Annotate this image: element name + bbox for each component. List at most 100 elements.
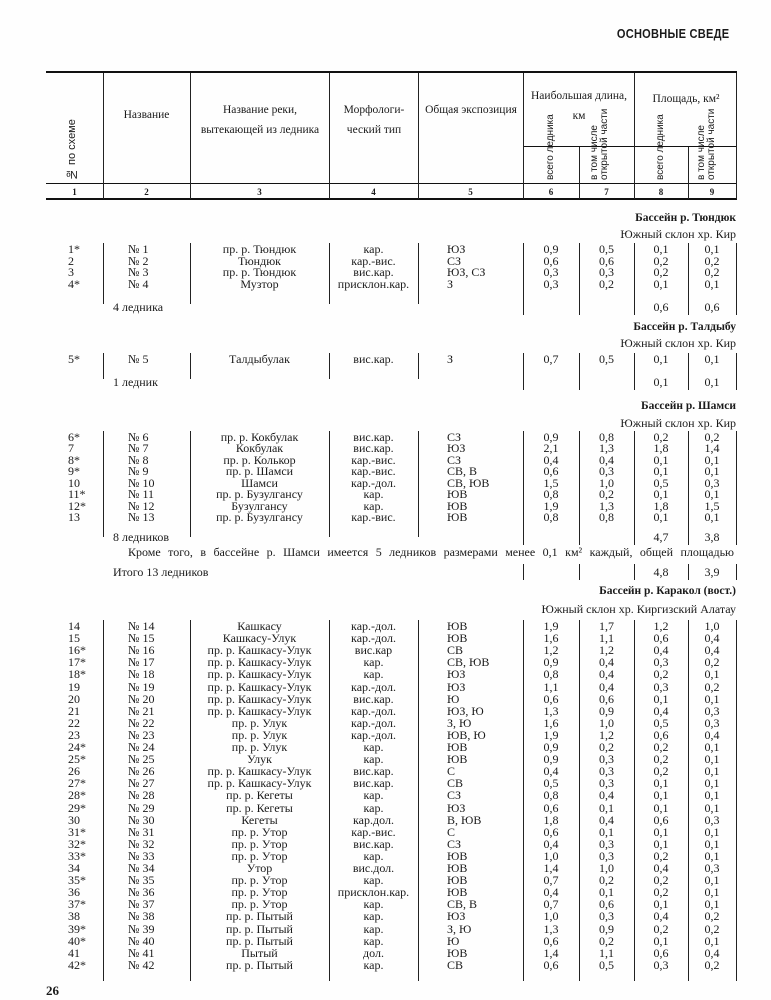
basin-heading: Бассейн р. Тюндюк [635, 212, 736, 224]
scheme-number: 23 [68, 728, 80, 742]
length-total: 0,4 [543, 764, 559, 778]
column-rule [103, 620, 104, 981]
length-total: 1,8 [543, 813, 559, 827]
column-rule [103, 353, 104, 379]
glacier-name: № 25 [128, 752, 155, 766]
column-rule [688, 353, 689, 390]
exposure: СВ [447, 958, 464, 972]
length-open: 0,2 [599, 873, 614, 887]
exposure: З, Ю [447, 716, 472, 730]
area-total: 0,2 [653, 922, 669, 936]
column-rule [634, 564, 635, 580]
river-name: Кашкасу [237, 619, 282, 633]
column-rule [329, 431, 330, 537]
column-number: 1 [72, 187, 77, 197]
exposure: ЮВ [447, 873, 468, 887]
scheme-number: 18* [68, 667, 86, 681]
header-length-open: в том числе открытой части [589, 108, 610, 180]
scheme-number: 11* [68, 487, 86, 501]
column-rule [190, 620, 191, 981]
river-name: пр. р. Тюндюк [222, 242, 297, 256]
morph-type: кар. [363, 958, 384, 972]
river-name: пр. р. Кашкасу-Улук [207, 704, 312, 718]
glacier-name: № 7 [128, 441, 149, 455]
river-name: пр. р. Пытый [226, 909, 293, 923]
morph-type: кар. [363, 849, 384, 863]
header-column-rule [688, 147, 689, 199]
column-rule [579, 564, 580, 580]
exposure: СВ, В [447, 464, 478, 478]
glacier-count-total: 8 ледников [113, 530, 169, 544]
exposure: СЗ [447, 788, 462, 802]
river-name: пр. р. Утор [231, 897, 288, 911]
basin-heading: Бассейн р. Талдыбу [633, 321, 736, 333]
length-total: 1,0 [543, 849, 559, 863]
glacier-name: № 16 [128, 643, 155, 657]
morph-type: кар. [363, 655, 384, 669]
area-open: 1,5 [704, 499, 720, 513]
area-open: 0,2 [704, 680, 720, 694]
area-total: 0,2 [653, 265, 669, 279]
morph-type: вис.кар. [353, 265, 394, 279]
column-rule [190, 243, 191, 304]
area-total: 0,1 [653, 776, 669, 790]
river-name: Улук [247, 752, 272, 766]
length-total: 1,4 [543, 946, 559, 960]
glacier-name: № 33 [128, 849, 155, 863]
morph-type: кар.-вис. [351, 453, 396, 467]
column-rule [190, 353, 191, 379]
morph-type: кар. [363, 873, 384, 887]
area-total: 0,1 [653, 788, 669, 802]
area-open: 0,2 [704, 254, 720, 268]
morph-type: вис.кар. [353, 430, 394, 444]
exposure: ЮЗ [447, 909, 466, 923]
length-total: 2,1 [543, 441, 559, 455]
river-name: пр. р. Улук [231, 728, 288, 742]
header-length-total: всего ледника [545, 114, 556, 180]
header-area-total: всего ледника [655, 114, 666, 180]
glacier-name: № 14 [128, 619, 155, 633]
exposure: СЗ [447, 430, 462, 444]
column-rule [329, 353, 330, 379]
area-total: 0,3 [653, 958, 669, 972]
column-rule [736, 353, 737, 390]
length-open: 0,3 [599, 752, 614, 766]
area-open-sum: 0,6 [704, 300, 720, 314]
river-name: пр. р. Улук [231, 740, 288, 754]
area-total: 0,1 [653, 692, 669, 706]
column-number: 7 [604, 187, 609, 197]
scheme-number: 2 [68, 254, 74, 268]
exposure: СЗ [447, 837, 462, 851]
area-total: 0,2 [653, 885, 669, 899]
header-column-rule [418, 73, 419, 199]
scheme-number: 28* [68, 788, 86, 802]
area-total: 0,1 [653, 352, 669, 366]
length-total: 1,3 [543, 922, 559, 936]
area-open: 0,3 [704, 861, 720, 875]
length-open: 0,6 [599, 897, 614, 911]
column-rule [688, 243, 689, 315]
column-number: 2 [144, 187, 149, 197]
exposure: С [447, 764, 456, 778]
glacier-name: № 1 [128, 242, 149, 256]
column-number: 3 [257, 187, 262, 197]
length-open: 0,1 [599, 885, 614, 899]
river-name: пр. р. Утор [231, 825, 288, 839]
area-total-sum: 4,7 [653, 530, 669, 544]
scheme-number: 13 [68, 510, 80, 524]
area-total: 0,4 [653, 704, 669, 718]
length-open: 0,4 [599, 667, 614, 681]
length-open: 1,7 [599, 619, 614, 633]
area-total: 0,1 [653, 242, 669, 256]
area-open: 0,1 [704, 934, 720, 948]
exposure: СВ, ЮВ [447, 655, 490, 669]
scheme-number: 26 [68, 764, 80, 778]
length-total: 1,9 [543, 619, 559, 633]
column-rule [579, 243, 580, 315]
length-open: 0,2 [599, 277, 614, 291]
morph-type: вис.кар. [353, 692, 394, 706]
area-total: 0,2 [653, 752, 669, 766]
morph-type: кар. [363, 667, 384, 681]
length-total: 0,9 [543, 655, 559, 669]
